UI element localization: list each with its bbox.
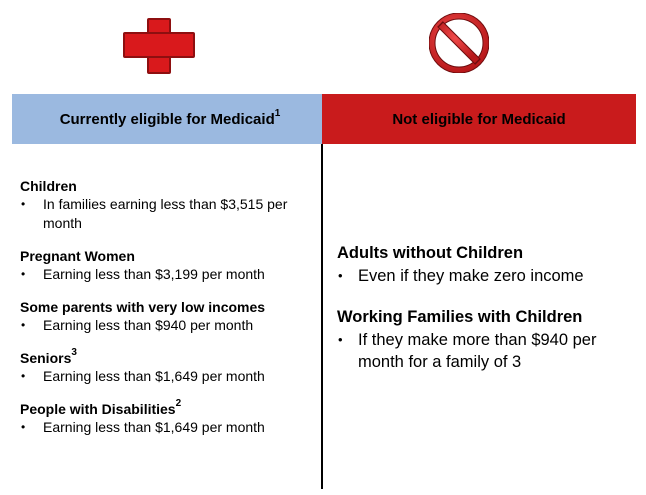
- list-item: Earning less than $940 per month: [20, 316, 318, 335]
- group-seniors: Seniors3 Earning less than $1,649 per mo…: [20, 347, 318, 386]
- group-parents: Some parents with very low incomes Earni…: [20, 299, 318, 335]
- eligible-list: Children In families earning less than $…: [20, 178, 318, 452]
- group-title: Some parents with very low incomes: [20, 299, 266, 315]
- not-eligible-list: Adults without Children Even if they mak…: [337, 243, 635, 393]
- footnote-marker: 2: [175, 398, 182, 410]
- group-title: People with Disabilities: [20, 401, 176, 417]
- group-disabilities: People with Disabilities2 Earning less t…: [20, 398, 318, 437]
- prohibition-icon: [429, 13, 489, 73]
- list-item: Earning less than $1,649 per month: [20, 418, 318, 437]
- group-title: Children: [20, 178, 77, 194]
- eligible-header: Currently eligible for Medicaid1: [12, 94, 322, 144]
- not-eligible-header-title: Not eligible for Medicaid: [392, 110, 566, 128]
- eligible-header-title: Currently eligible for Medicaid: [59, 110, 275, 128]
- group-title: Seniors: [20, 350, 72, 366]
- column-divider: [321, 144, 323, 489]
- eligible-header-footnote: 1: [274, 107, 281, 119]
- list-item: If they make more than $940 per month fo…: [337, 329, 635, 373]
- group-working-families: Working Families with Children If they m…: [337, 307, 635, 373]
- list-item: In families earning less than $3,515 per…: [20, 195, 318, 233]
- group-pregnant-women: Pregnant Women Earning less than $3,199 …: [20, 248, 318, 284]
- footnote-marker: 3: [71, 347, 77, 359]
- list-item: Earning less than $1,649 per month: [20, 367, 318, 386]
- list-item: Even if they make zero income: [337, 265, 635, 287]
- list-item: Earning less than $3,199 per month: [20, 265, 318, 284]
- not-eligible-header: Not eligible for Medicaid: [322, 94, 636, 144]
- group-adults-without-children: Adults without Children Even if they mak…: [337, 243, 635, 287]
- red-cross-icon-center: [149, 34, 169, 56]
- group-children: Children In families earning less than $…: [20, 178, 318, 233]
- group-title: Working Families with Children: [337, 308, 583, 326]
- group-title: Adults without Children: [337, 244, 524, 262]
- group-title: Pregnant Women: [20, 248, 135, 264]
